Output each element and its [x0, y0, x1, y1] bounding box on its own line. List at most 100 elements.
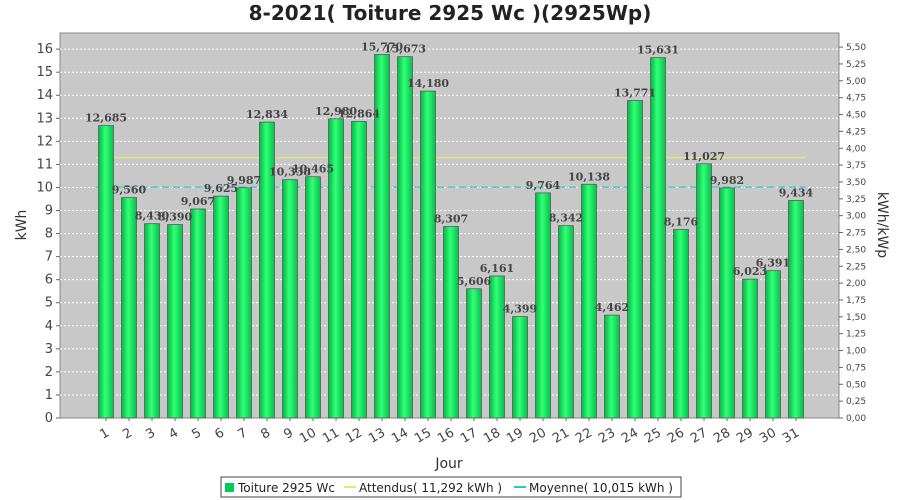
y2-tick-label: 3,00	[846, 212, 866, 222]
bar	[719, 187, 735, 419]
y-tick-label: 1	[45, 388, 53, 403]
data-label: 8,342	[549, 212, 583, 225]
bars	[98, 54, 804, 419]
data-label: 10,338	[269, 166, 311, 179]
data-label: 10,465	[292, 163, 334, 176]
x-tick-label: 26	[665, 425, 687, 446]
data-label: 15,770	[361, 40, 403, 53]
y2-tick-label: 2,50	[846, 245, 866, 255]
x-tick-label: 6	[212, 425, 227, 442]
legend-label-expected: Attendus( 11,292 kWh )	[359, 481, 502, 495]
x-axis: 1 2 3 4 5 6 7 8 9 10 11 12 13 14 15 16 17 18 19 20 21 22 23 24 2…	[97, 418, 802, 447]
y2-tick-label: 0,00	[846, 414, 866, 424]
bar	[535, 192, 551, 419]
y2-tick-label: 1,25	[846, 330, 866, 340]
bar	[144, 223, 160, 419]
y2-axis-label: kWh/kWp	[874, 192, 890, 258]
data-label: 8,307	[434, 212, 468, 225]
x-tick-label: 21	[550, 425, 572, 446]
bar	[305, 176, 321, 419]
y-tick-label: 16	[36, 42, 53, 57]
legend: Toiture 2925 Wc Attendus( 11,292 kWh ) M…	[220, 476, 682, 498]
data-label: 15,631	[637, 44, 679, 57]
data-label: 6,161	[480, 262, 514, 275]
x-tick-label: 15	[412, 425, 434, 446]
y2-tick-label: 3,50	[846, 178, 866, 188]
data-label: 14,180	[407, 77, 449, 90]
bar	[673, 229, 689, 419]
data-label: 12,834	[246, 108, 288, 121]
y2-tick-label: 3,25	[846, 195, 866, 205]
bar	[351, 121, 367, 419]
bar	[788, 200, 804, 419]
x-tick-label: 3	[143, 425, 158, 442]
data-label: 8,430	[135, 210, 170, 223]
x-tick-label: 12	[343, 425, 365, 446]
data-label: 13,771	[614, 87, 656, 100]
y2-tick-label: 2,25	[846, 262, 866, 272]
bar	[512, 316, 528, 419]
y2-tick-label: 0,75	[846, 363, 866, 373]
data-label: 6,023	[733, 265, 767, 278]
x-tick-label: 24	[619, 425, 641, 446]
x-tick-label: 11	[320, 425, 342, 446]
y-axis-right: 0,00 0,25 0,50 0,75 1,00 1,25 1,50 1,75 2,00 2,25…	[839, 43, 866, 424]
y-tick-label: 0	[45, 411, 53, 426]
data-label: 8,176	[664, 216, 699, 229]
y-tick-label: 2	[45, 365, 53, 380]
bar	[443, 226, 459, 419]
x-tick-label: 19	[504, 425, 526, 446]
data-label: 11,027	[683, 150, 725, 163]
x-tick-label: 16	[435, 425, 457, 446]
data-label: 10,138	[568, 170, 610, 183]
x-tick-label: 2	[120, 425, 135, 442]
x-tick-label: 22	[573, 425, 595, 446]
x-tick-label: 9	[281, 425, 296, 442]
data-label: 9,625	[204, 182, 238, 195]
y2-tick-label: 5,50	[846, 43, 866, 53]
y-tick-label: 15	[36, 65, 53, 80]
y2-tick-label: 1,00	[846, 347, 866, 357]
data-label: 4,462	[595, 301, 629, 314]
y2-tick-label: 4,00	[846, 144, 866, 154]
bar	[466, 288, 482, 419]
bar	[397, 56, 413, 419]
x-tick-label: 17	[458, 425, 480, 446]
bar	[489, 275, 505, 419]
x-tick-label: 14	[389, 425, 411, 446]
y2-tick-label: 4,75	[846, 94, 866, 104]
bar	[167, 224, 183, 419]
x-tick-label: 28	[711, 425, 733, 446]
y-tick-label: 14	[36, 88, 53, 103]
x-tick-label: 4	[166, 425, 181, 442]
y2-tick-label: 1,75	[846, 296, 866, 306]
x-tick-label: 13	[366, 425, 388, 446]
y-tick-label: 9	[45, 204, 53, 219]
data-label: 12,980	[315, 105, 357, 118]
legend-box	[220, 476, 682, 498]
data-label: 9,987	[227, 174, 261, 187]
bar	[121, 197, 137, 419]
data-label: 5,606	[457, 275, 492, 288]
x-axis-label: Jour	[434, 456, 463, 472]
bar	[650, 57, 666, 419]
y2-tick-label: 5,00	[846, 77, 866, 87]
bar	[98, 125, 114, 419]
x-tick-label: 31	[780, 425, 802, 446]
y-tick-label: 3	[45, 342, 53, 357]
legend-swatch-production	[225, 483, 234, 492]
bar	[696, 163, 712, 419]
bar	[420, 90, 436, 419]
data-label: 15,673	[384, 43, 426, 56]
y2-tick-label: 0,25	[846, 397, 866, 407]
y-tick-label: 4	[45, 319, 53, 334]
data-label: 6,391	[756, 257, 790, 270]
x-tick-label: 5	[189, 425, 204, 442]
bar	[604, 314, 620, 419]
y-tick-label: 5	[45, 296, 53, 311]
data-label: 4,399	[503, 303, 537, 316]
bar	[213, 195, 229, 419]
